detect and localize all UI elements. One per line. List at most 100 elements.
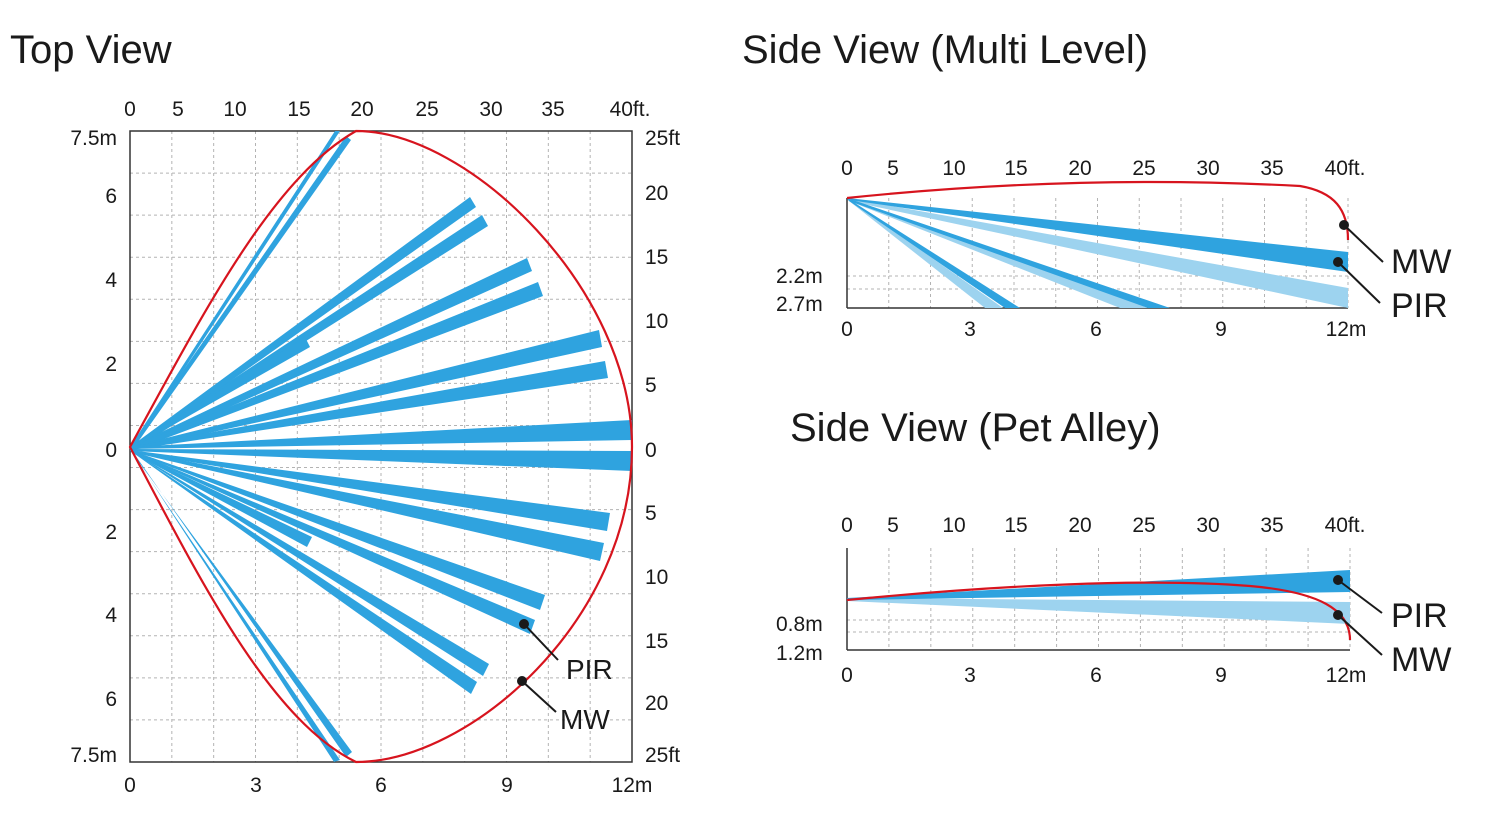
top-m-tick: 6 [375,774,387,797]
multi-ft-axis: 0 5 10 15 20 25 30 35 40ft. [841,157,1365,180]
top-beam [130,450,604,561]
pet-ft-tick: 25 [1132,514,1155,537]
pet-ft-tick: 40ft. [1325,514,1366,537]
pet-ft-tick: 20 [1068,514,1091,537]
pet-m-axis: 0 3 6 9 12m [841,664,1366,687]
multi-beam [847,198,1170,308]
top-beam [130,197,476,451]
multi-ft-tick: 15 [1004,157,1027,180]
multi-ft-tick: 0 [841,157,853,180]
top-beam [130,420,632,449]
pet-height-lower: 1.2m [776,642,823,665]
top-ft-tick: 25 [415,98,438,121]
pet-ft-axis: 0 5 10 15 20 25 30 35 40ft. [841,514,1365,537]
multi-ft-tick: 30 [1196,157,1219,180]
top-right-tick: 10 [645,566,668,589]
pet-view-grid [847,548,1351,650]
multi-level-title: Side View (Multi Level) [742,28,1149,72]
pet-pir-leader [1337,579,1383,614]
pet-mw-coverage-line [846,581,1352,641]
top-mw-coverage-line [128,129,634,764]
top-right-tick: 5 [645,502,657,525]
pet-view-callouts [1333,575,1383,656]
top-left-tick: 6 [105,688,117,711]
top-left-axis: 7.5m 6 4 2 0 2 4 6 7.5m [70,127,117,767]
top-ft-tick: 40ft. [610,98,651,121]
top-beam [130,361,608,450]
top-pir-label: PIR [566,654,613,685]
pet-pir-label: PIR [1391,597,1448,635]
multi-view-beams [847,198,1348,308]
top-right-tick: 10 [645,310,668,333]
pet-alley-title: Side View (Pet Alley) [790,406,1161,450]
pet-m-tick: 0 [841,664,853,687]
top-left-tick: 2 [105,521,117,544]
top-m-tick: 9 [501,774,513,797]
top-ft-tick: 10 [223,98,246,121]
multi-m-tick: 3 [964,318,976,341]
top-ft-tick: 35 [541,98,564,121]
top-ft-tick: 20 [350,98,373,121]
top-beam [130,450,340,762]
top-beam [130,258,532,451]
pet-mw-label: MW [1391,641,1451,679]
top-view-title: Top View [10,28,172,72]
top-ft-tick: 15 [287,98,310,121]
multi-m-tick: 0 [841,318,853,341]
pet-beam [847,598,1350,624]
multi-pir-label: PIR [1391,287,1448,325]
top-beam [130,450,610,531]
multi-m-axis: 0 3 6 9 12m [841,318,1366,341]
top-pir-leader [523,623,559,661]
multi-beam [847,198,1348,308]
multi-height-lower: 2.7m [776,293,823,316]
pet-m-tick: 9 [1215,664,1227,687]
pet-ft-tick: 30 [1196,514,1219,537]
multi-ft-tick: 40ft. [1325,157,1366,180]
pet-ft-tick: 15 [1004,514,1027,537]
top-right-tick: 15 [645,246,668,269]
top-beam [130,131,340,449]
top-view-beams [130,131,632,762]
top-right-tick: 20 [645,692,668,715]
top-mw-leader [521,680,557,713]
top-mw-label: MW [560,704,610,735]
top-beam [130,450,312,547]
pet-ft-tick: 10 [942,514,965,537]
top-ft-tick: 0 [124,98,136,121]
pet-height-upper: 0.8m [776,613,823,636]
pet-m-tick: 6 [1090,664,1102,687]
top-beam [130,282,543,451]
top-right-tick: 25ft [645,744,680,767]
top-beam [130,450,477,694]
multi-m-tick: 12m [1326,318,1367,341]
multi-pir-leader [1337,261,1381,304]
pet-ft-tick: 5 [887,514,899,537]
top-beam [130,449,632,471]
top-ft-tick: 5 [172,98,184,121]
pet-view-beams [847,570,1350,624]
top-ft-axis: 0 5 10 15 20 25 30 35 40ft. [124,98,650,121]
top-m-tick: 0 [124,774,136,797]
top-ft-tick: 30 [479,98,502,121]
pet-mw-leader [1337,614,1383,656]
pet-ft-tick: 0 [841,514,853,537]
top-left-tick: 4 [105,604,117,627]
pet-beam [847,570,1350,600]
top-left-tick: 0 [105,439,117,462]
top-right-tick: 15 [645,630,668,653]
top-right-tick: 0 [645,439,657,462]
top-left-tick: 7.5m [70,744,117,767]
top-beam [130,330,602,450]
top-beam [130,450,545,610]
multi-view-callouts [1333,220,1384,304]
top-view-callouts [517,619,559,713]
pet-ft-tick: 35 [1260,514,1283,537]
multi-mw-leader [1343,224,1384,263]
top-beam [130,450,352,757]
top-left-tick: 2 [105,353,117,376]
multi-ft-tick: 20 [1068,157,1091,180]
multi-ft-tick: 35 [1260,157,1283,180]
multi-m-tick: 6 [1090,318,1102,341]
